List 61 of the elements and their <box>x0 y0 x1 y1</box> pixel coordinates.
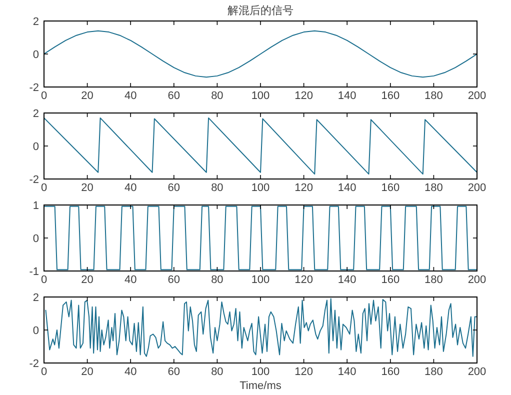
x-tick-label: 120 <box>294 274 313 286</box>
y-tick-label: -1 <box>29 266 39 278</box>
x-tick-label: 160 <box>381 366 400 378</box>
x-tick-label: 80 <box>211 182 224 194</box>
line-series <box>44 30 477 78</box>
x-tick-label: 140 <box>338 274 356 286</box>
x-tick-label: 60 <box>168 274 180 286</box>
x-tick-label: 120 <box>294 182 313 194</box>
y-tick-label: -2 <box>29 358 39 370</box>
line-series <box>45 298 477 357</box>
y-tick-label: 2 <box>32 292 39 304</box>
x-tick-label: 100 <box>251 274 270 286</box>
y-tick-label: 0 <box>32 233 39 245</box>
x-tick-label: 160 <box>381 182 400 194</box>
y-tick-label: 0 <box>32 141 39 153</box>
x-tick-label: 200 <box>468 90 486 102</box>
y-tick-label: 0 <box>32 49 39 61</box>
x-tick-label: 80 <box>211 90 224 102</box>
x-tick-label: 20 <box>81 274 94 286</box>
x-tick-label: 100 <box>251 90 270 102</box>
chart-title: 解混后的信号 <box>228 4 294 17</box>
x-tick-label: 0 <box>40 182 48 194</box>
x-tick-label: 40 <box>124 90 137 102</box>
x-tick-label: 120 <box>294 366 313 378</box>
x-tick-label: 20 <box>81 366 94 378</box>
x-tick-label: 20 <box>81 90 94 102</box>
x-tick-label: 40 <box>124 274 137 286</box>
x-tick-label: 140 <box>338 366 356 378</box>
y-tick-label: 1 <box>32 200 39 212</box>
y-tick-label: 2 <box>32 108 39 120</box>
line-series <box>44 117 477 175</box>
y-tick-label: 2 <box>32 16 39 28</box>
x-tick-label: 180 <box>424 182 443 194</box>
x-tick-label: 0 <box>40 90 48 102</box>
x-tick-label: 100 <box>251 182 270 194</box>
x-tick-label: 60 <box>168 182 180 194</box>
x-tick-label: 180 <box>424 274 443 286</box>
x-tick-label: 200 <box>468 366 486 378</box>
y-tick-label: -2 <box>29 174 39 186</box>
y-tick-label: -2 <box>29 82 39 94</box>
x-tick-label: 80 <box>211 274 224 286</box>
x-tick-label: 60 <box>168 366 180 378</box>
x-tick-label: 40 <box>124 366 137 378</box>
x-tick-label: 140 <box>338 90 356 102</box>
x-tick-label: 200 <box>468 274 486 286</box>
x-tick-label: 0 <box>40 366 48 378</box>
x-tick-label: 180 <box>424 366 443 378</box>
x-tick-label: 120 <box>294 90 313 102</box>
x-tick-label: 20 <box>81 182 94 194</box>
x-tick-label: 60 <box>168 90 180 102</box>
y-tick-label: 0 <box>32 325 39 337</box>
x-tick-label: 40 <box>124 182 137 194</box>
x-tick-label: 140 <box>338 182 356 194</box>
x-tick-label: 100 <box>251 366 270 378</box>
x-tick-label: 80 <box>211 366 224 378</box>
x-tick-label: 180 <box>424 90 443 102</box>
x-tick-label: 160 <box>381 274 400 286</box>
x-tick-label: 160 <box>381 90 400 102</box>
x-axis-title: Time/ms <box>240 380 282 392</box>
x-tick-label: 0 <box>40 274 48 286</box>
x-tick-label: 200 <box>468 182 486 194</box>
